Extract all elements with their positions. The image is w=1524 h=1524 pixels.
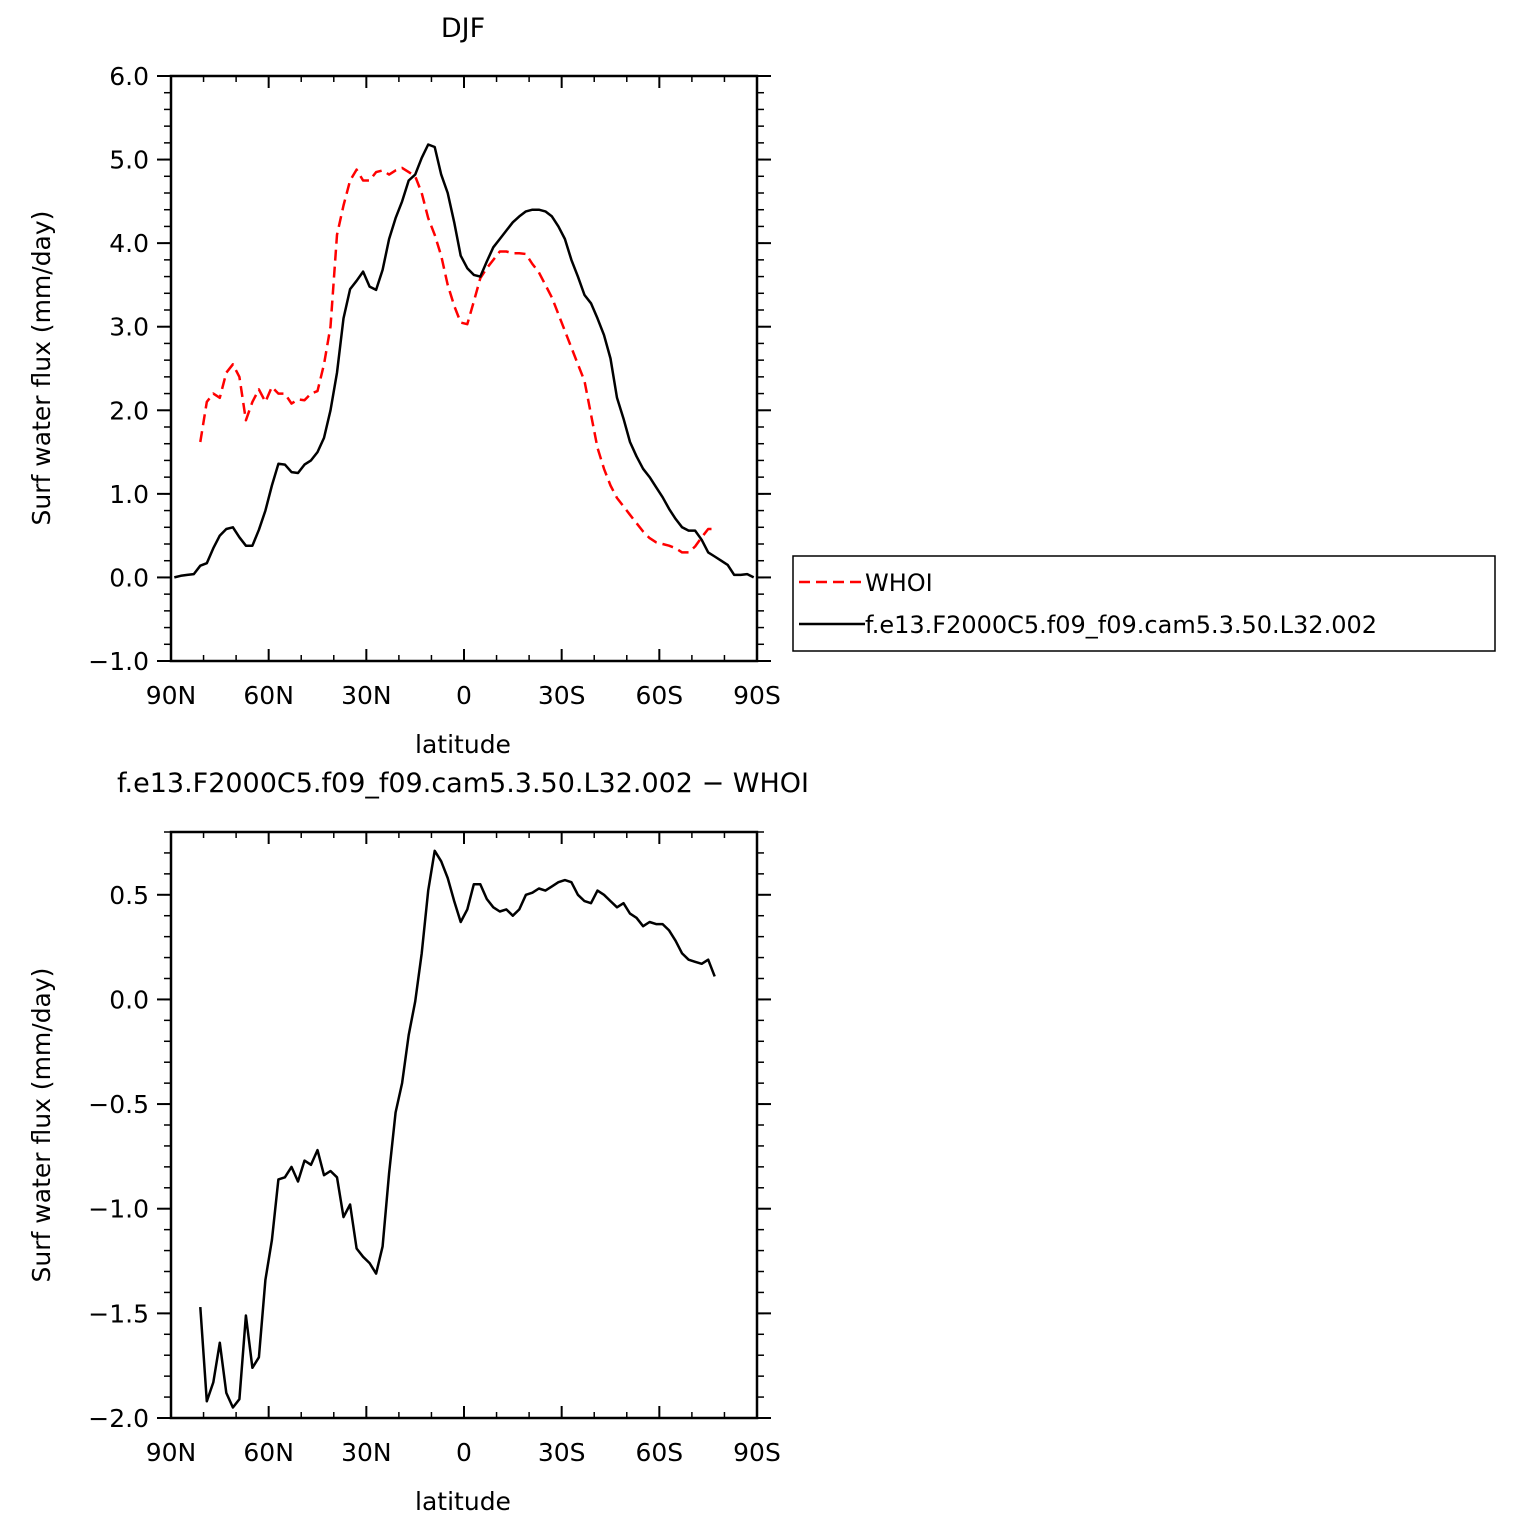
- bottom-plot-frame: [169, 830, 759, 1420]
- x-tick-label: 0: [456, 681, 472, 710]
- x-tick-label: 60N: [243, 681, 294, 710]
- y-tick-label: 0.0: [109, 985, 149, 1014]
- y-tick-label: −1.0: [88, 1195, 149, 1224]
- x-tick-label: 90N: [146, 681, 197, 710]
- series-line-f-e13-f2000c5-f09-f09-cam5-3-50-l32-002: [174, 143, 755, 579]
- series-line-difference: [199, 849, 716, 1409]
- y-tick-label: 1.0: [109, 480, 149, 509]
- top-x-axis-label: latitude: [415, 730, 511, 759]
- bottom-y-axis-label: Surf water flux (mm/day): [27, 968, 56, 1283]
- x-tick-label: 30S: [538, 1438, 586, 1467]
- x-tick-label: 90N: [146, 1438, 197, 1467]
- bottom-panel: f.e13.F2000C5.f09_f09.cam5.3.50.L32.002 …: [27, 768, 809, 1516]
- legend-label-whoi: WHOI: [865, 569, 933, 597]
- y-tick-label: 0.5: [109, 881, 149, 910]
- x-tick-label: 60N: [243, 1438, 294, 1467]
- y-tick-label: 2.0: [109, 396, 149, 425]
- bottom-chart-title: f.e13.F2000C5.f09_f09.cam5.3.50.L32.002 …: [117, 768, 809, 799]
- bottom-x-axis-label: latitude: [415, 1487, 511, 1516]
- x-tick-label: 30N: [341, 1438, 392, 1467]
- top-plot-frame: [169, 74, 759, 663]
- y-tick-label: −1.0: [88, 647, 149, 676]
- x-tick-label: 30S: [538, 681, 586, 710]
- x-tick-label: 30N: [341, 681, 392, 710]
- top-y-axis-label: Surf water flux (mm/day): [27, 211, 56, 526]
- legend-box: [792, 555, 1496, 652]
- y-tick-label: 5.0: [109, 146, 149, 175]
- x-tick-label: 90S: [733, 1438, 781, 1467]
- top-series-lines: [174, 143, 755, 579]
- y-tick-label: −1.5: [88, 1299, 149, 1328]
- top-ticks: 90N 60N 30N 0 30S 60S 90S −1.0 0.0 1.0 2.0 3.0 4.0 5.…: [88, 62, 781, 710]
- top-panel: DJF 90N 60N 30N 0 30S 60S 90S −1.0 0.0 1.0 2.0 3.0 4…: [27, 13, 781, 759]
- bottom-series-lines: [199, 849, 716, 1409]
- y-tick-label: 6.0: [109, 62, 149, 91]
- y-tick-label: 0.0: [109, 563, 149, 592]
- x-tick-label: 90S: [733, 681, 781, 710]
- bottom-ticks: 90N 60N 30N 0 30S 60S 90S −2.0 −1.5 −1.0 −0.5 0.0 0.…: [88, 831, 781, 1467]
- x-tick-label: 60S: [635, 681, 683, 710]
- series-line-whoi: [199, 166, 715, 554]
- y-tick-label: −0.5: [88, 1090, 149, 1119]
- y-tick-label: −2.0: [88, 1404, 149, 1433]
- legend-label-model: f.e13.F2000C5.f09_f09.cam5.3.50.L32.002: [865, 611, 1377, 639]
- legend: WHOI f.e13.F2000C5.f09_f09.cam5.3.50.L32…: [792, 555, 1496, 652]
- x-tick-label: 0: [456, 1438, 472, 1467]
- x-tick-label: 60S: [635, 1438, 683, 1467]
- y-tick-label: 3.0: [109, 313, 149, 342]
- top-chart-title: DJF: [441, 13, 485, 44]
- y-tick-label: 4.0: [109, 229, 149, 258]
